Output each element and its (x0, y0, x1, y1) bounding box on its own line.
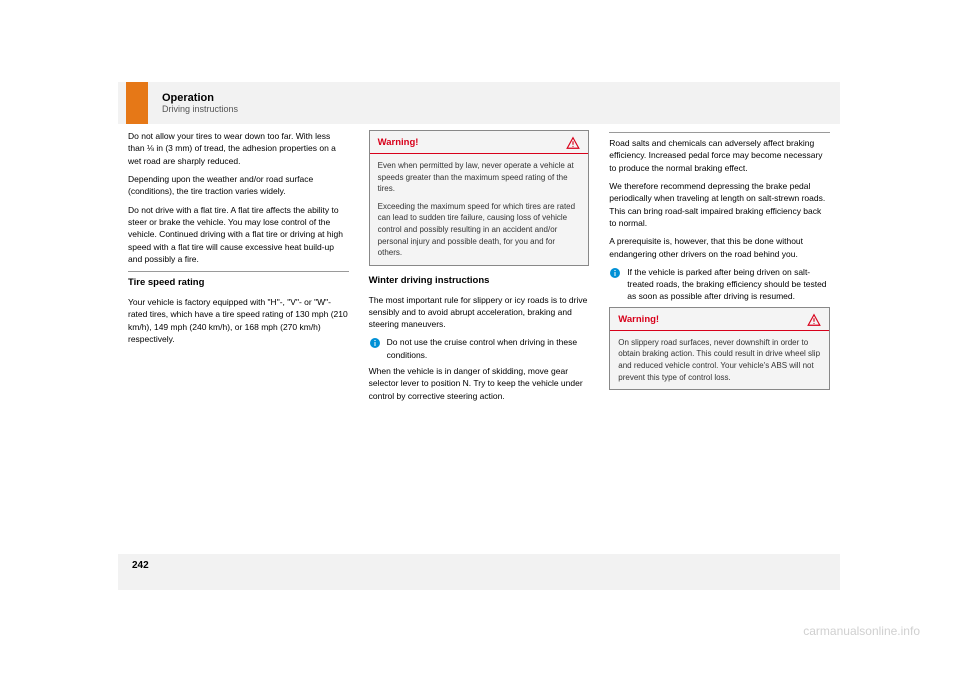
warning-header: Warning! (610, 308, 829, 331)
body-text: We therefore recommend depressing the br… (609, 180, 830, 229)
warning-body: Even when permitted by law, never operat… (370, 154, 589, 265)
body-text: A prerequisite is, however, that this be… (609, 235, 830, 260)
warning-header: Warning! (370, 131, 589, 154)
warning-box: Warning! Even when permitted by law, nev… (369, 130, 590, 266)
info-text: If the vehicle is parked after being dri… (627, 266, 830, 303)
header-bar: Operation Driving instructions (118, 82, 840, 124)
info-icon (609, 267, 621, 279)
header-title: Operation (162, 92, 238, 104)
content-columns: Do not allow your tires to wear down too… (118, 124, 840, 408)
warning-body: On slippery road surfaces, never downshi… (610, 331, 829, 389)
body-text: When the vehicle is in danger of skiddin… (369, 365, 590, 402)
footer-bar: 242 (118, 554, 840, 590)
warning-title: Warning! (378, 136, 419, 150)
divider (128, 271, 349, 272)
column-1: Do not allow your tires to wear down too… (118, 124, 359, 408)
body-text: Do not allow your tires to wear down too… (128, 130, 349, 167)
body-text: Road salts and chemicals can adversely a… (609, 137, 830, 174)
header-subtitle: Driving instructions (162, 104, 238, 114)
info-icon (369, 337, 381, 349)
page-number: 242 (132, 560, 149, 571)
info-text: Do not use the cruise control when drivi… (387, 336, 590, 361)
divider (609, 132, 830, 133)
body-text: Your vehicle is factory equipped with "H… (128, 296, 349, 345)
header-titles: Operation Driving instructions (162, 92, 238, 114)
body-text: Depending upon the weather and/or road s… (128, 173, 349, 198)
warning-text: Even when permitted by law, never operat… (378, 160, 581, 195)
watermark: carmanualsonline.info (803, 624, 920, 638)
manual-page: Operation Driving instructions Do not al… (118, 82, 840, 590)
warning-text: Exceeding the maximum speed for which ti… (378, 201, 581, 259)
body-text: Do not drive with a flat tire. A flat ti… (128, 204, 349, 266)
subheading: Tire speed rating (128, 276, 349, 290)
warning-triangle-icon (807, 313, 821, 327)
section-tab (126, 82, 148, 124)
warning-triangle-icon (566, 136, 580, 150)
column-2: Warning! Even when permitted by law, nev… (359, 124, 600, 408)
warning-box: Warning! On slippery road surfaces, neve… (609, 307, 830, 390)
info-note: If the vehicle is parked after being dri… (609, 266, 830, 303)
warning-title: Warning! (618, 313, 659, 327)
body-text: The most important rule for slippery or … (369, 294, 590, 331)
info-note: Do not use the cruise control when drivi… (369, 336, 590, 361)
warning-text: On slippery road surfaces, never downshi… (618, 337, 821, 383)
subheading: Winter driving instructions (369, 274, 590, 288)
column-3: Road salts and chemicals can adversely a… (599, 124, 840, 408)
